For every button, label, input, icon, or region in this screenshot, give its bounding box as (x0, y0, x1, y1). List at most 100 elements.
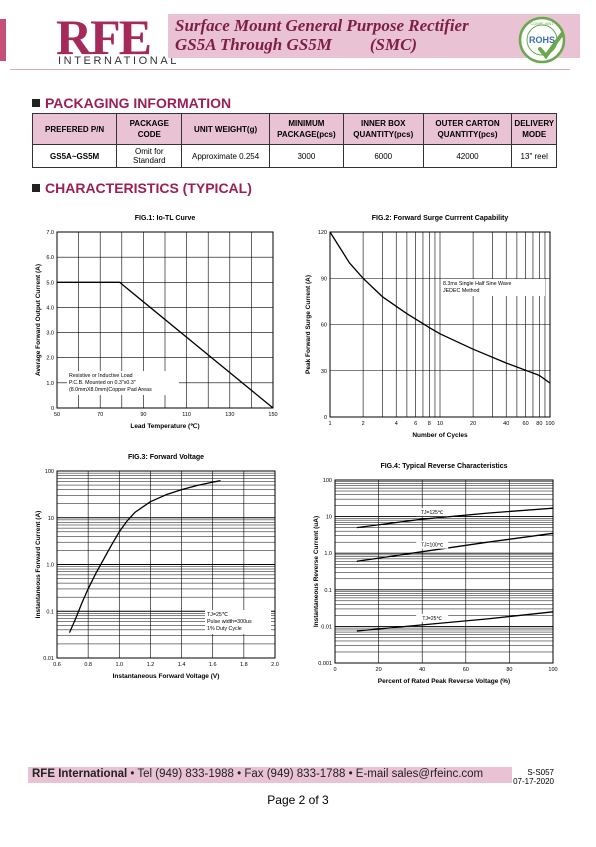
company-logo-subtitle: INTERNATIONAL (58, 55, 179, 67)
footer-contact: RFE International • Tel (949) 833-1988 •… (32, 768, 483, 780)
table-cell: Approximate 0.254 (181, 144, 270, 168)
y-tick-label: 30 (321, 369, 327, 375)
y-tick-label: 1.0 (46, 563, 54, 569)
y-axis-label: Average Forward Output Current (A) (35, 264, 42, 376)
annotation-text: JEDEC Method (443, 288, 480, 294)
chart-fig1 (56, 231, 274, 409)
chart-fig4 (334, 479, 554, 664)
annotation-text: 8.3ms Single Half Sine Wave (443, 281, 511, 287)
x-tick-label: 90 (140, 412, 146, 418)
table-cell: 42000 (422, 144, 513, 168)
plot-frame (329, 231, 551, 418)
y-tick-label: 100 (323, 478, 332, 484)
document-date: 07-17-2020 (513, 777, 554, 786)
column-header: DELIVERY MODE (511, 113, 557, 145)
table-cell: Omit for Standard (116, 144, 183, 168)
y-tick-label: 4.0 (46, 305, 54, 311)
plot-frame (56, 470, 276, 659)
y-tick-label: 0.01 (43, 656, 54, 662)
y-axis-label: Peak Forward Surge Current (A) (305, 275, 312, 374)
series-line (356, 611, 554, 632)
x-tick-label: 20 (376, 667, 382, 673)
series-line (356, 532, 554, 562)
series-line (57, 281, 274, 409)
x-tick-label: 110 (182, 412, 191, 418)
document-title: Surface Mount General Purpose Rectifier (175, 16, 469, 35)
rohs-compliant-badge: ROHS COMPLIANT (518, 16, 566, 64)
y-tick-label: 1.0 (324, 551, 332, 557)
table-row: GS5A~GS5M Omit for Standard Approximate … (31, 144, 557, 168)
footer-contact-details: • Tel (949) 833-1988 • Fax (949) 833-178… (127, 768, 484, 780)
packaging-section-title: PACKAGING INFORMATION (32, 95, 231, 111)
chart-title: FIG.2: Forward Surge Currrent Capability (372, 215, 509, 222)
x-tick-label: 10 (437, 421, 443, 427)
column-header: PACKAGE CODE (116, 113, 183, 145)
x-tick-label: 4 (395, 421, 398, 427)
annotation-text: Resistive or Inductive Load (69, 373, 133, 379)
x-tick-label: 1.6 (209, 662, 217, 668)
x-tick-label: 80 (506, 667, 512, 673)
chart-title: FIG.1: Io-TL Curve (135, 215, 196, 222)
column-header: OUTER CARTON QUANTITY(pcs) (422, 113, 513, 145)
column-header: MINIMUM PACKAGE(pcs) (268, 113, 344, 145)
package-type: (SMC) (369, 35, 418, 54)
x-tick-label: 20 (470, 421, 476, 427)
annotation-text: Pulse width=300us (207, 619, 252, 625)
header-divider (10, 69, 570, 70)
y-tick-label: 0.01 (321, 624, 332, 630)
y-tick-label: 3.0 (46, 331, 54, 337)
x-tick-label: 0.8 (84, 662, 92, 668)
title-band (168, 14, 580, 58)
rohs-ring-label: COMPLIANT (530, 21, 554, 26)
series-line (356, 507, 554, 529)
x-tick-label: 60 (523, 421, 529, 427)
x-tick-label: 0 (333, 667, 336, 673)
series-label-bg (416, 540, 449, 549)
y-tick-label: 0.1 (324, 588, 332, 594)
document-subtitle: GS5A Through GS5M (SMC) (175, 35, 417, 55)
y-tick-label: 2.0 (46, 356, 54, 362)
y-tick-label: 90 (321, 276, 327, 282)
y-tick-label: 5.0 (46, 280, 54, 286)
packaging-table: PREFERED P/N PACKAGE CODE UNIT WEIGHT(g)… (31, 113, 557, 168)
characteristics-section-title: CHARACTERISTICS (TYPICAL) (32, 180, 252, 196)
section-bullet-icon (32, 184, 40, 192)
y-tick-label: 100 (45, 469, 54, 475)
y-tick-label: 60 (321, 323, 327, 329)
series-label-bg (416, 613, 449, 622)
annotation-text: TJ=25℃ (207, 612, 228, 618)
annotation-box (67, 371, 179, 395)
table-cell: GS5A~GS5M (31, 144, 118, 168)
footer-company: RFE International (32, 768, 128, 780)
series-label-bg (416, 508, 449, 517)
table-cell: 13" reel (511, 144, 557, 168)
x-tick-label: 50 (54, 412, 60, 418)
x-tick-label: 60 (463, 667, 469, 673)
x-tick-label: 6 (414, 421, 417, 427)
x-tick-label: 2 (362, 421, 365, 427)
x-tick-label: 8 (428, 421, 431, 427)
chart-fig3 (56, 470, 276, 659)
column-header: UNIT WEIGHT(g) (181, 113, 270, 145)
y-tick-label: 0 (324, 415, 327, 421)
section-bullet-icon (32, 99, 40, 107)
x-axis-label: Percent of Rated Peak Reverse Voltage (%… (378, 678, 510, 685)
x-axis-label: Instantaneous Forward Voltage (V) (113, 673, 220, 680)
x-tick-label: 1.0 (115, 662, 123, 668)
chart-title: FIG.3: Forward Voltage (128, 454, 204, 461)
y-tick-label: 10 (326, 515, 332, 521)
y-axis-label: Instantaneous Forward Current (A) (35, 511, 42, 619)
x-tick-label: 1 (328, 421, 331, 427)
characteristics-section-label: CHARACTERISTICS (TYPICAL) (45, 180, 252, 196)
x-tick-label: 80 (536, 421, 542, 427)
x-axis-label: Lead Temperature (℃) (130, 422, 199, 430)
series-line (329, 231, 551, 384)
x-tick-label: 1.2 (147, 662, 155, 668)
annotation-box (205, 610, 271, 634)
chart-title: FIG.4: Typical Reverse Characteristics (380, 463, 507, 470)
logo-accent-bar (0, 19, 6, 61)
part-range: GS5A Through GS5M (175, 35, 332, 54)
y-tick-label: 7.0 (46, 230, 54, 236)
